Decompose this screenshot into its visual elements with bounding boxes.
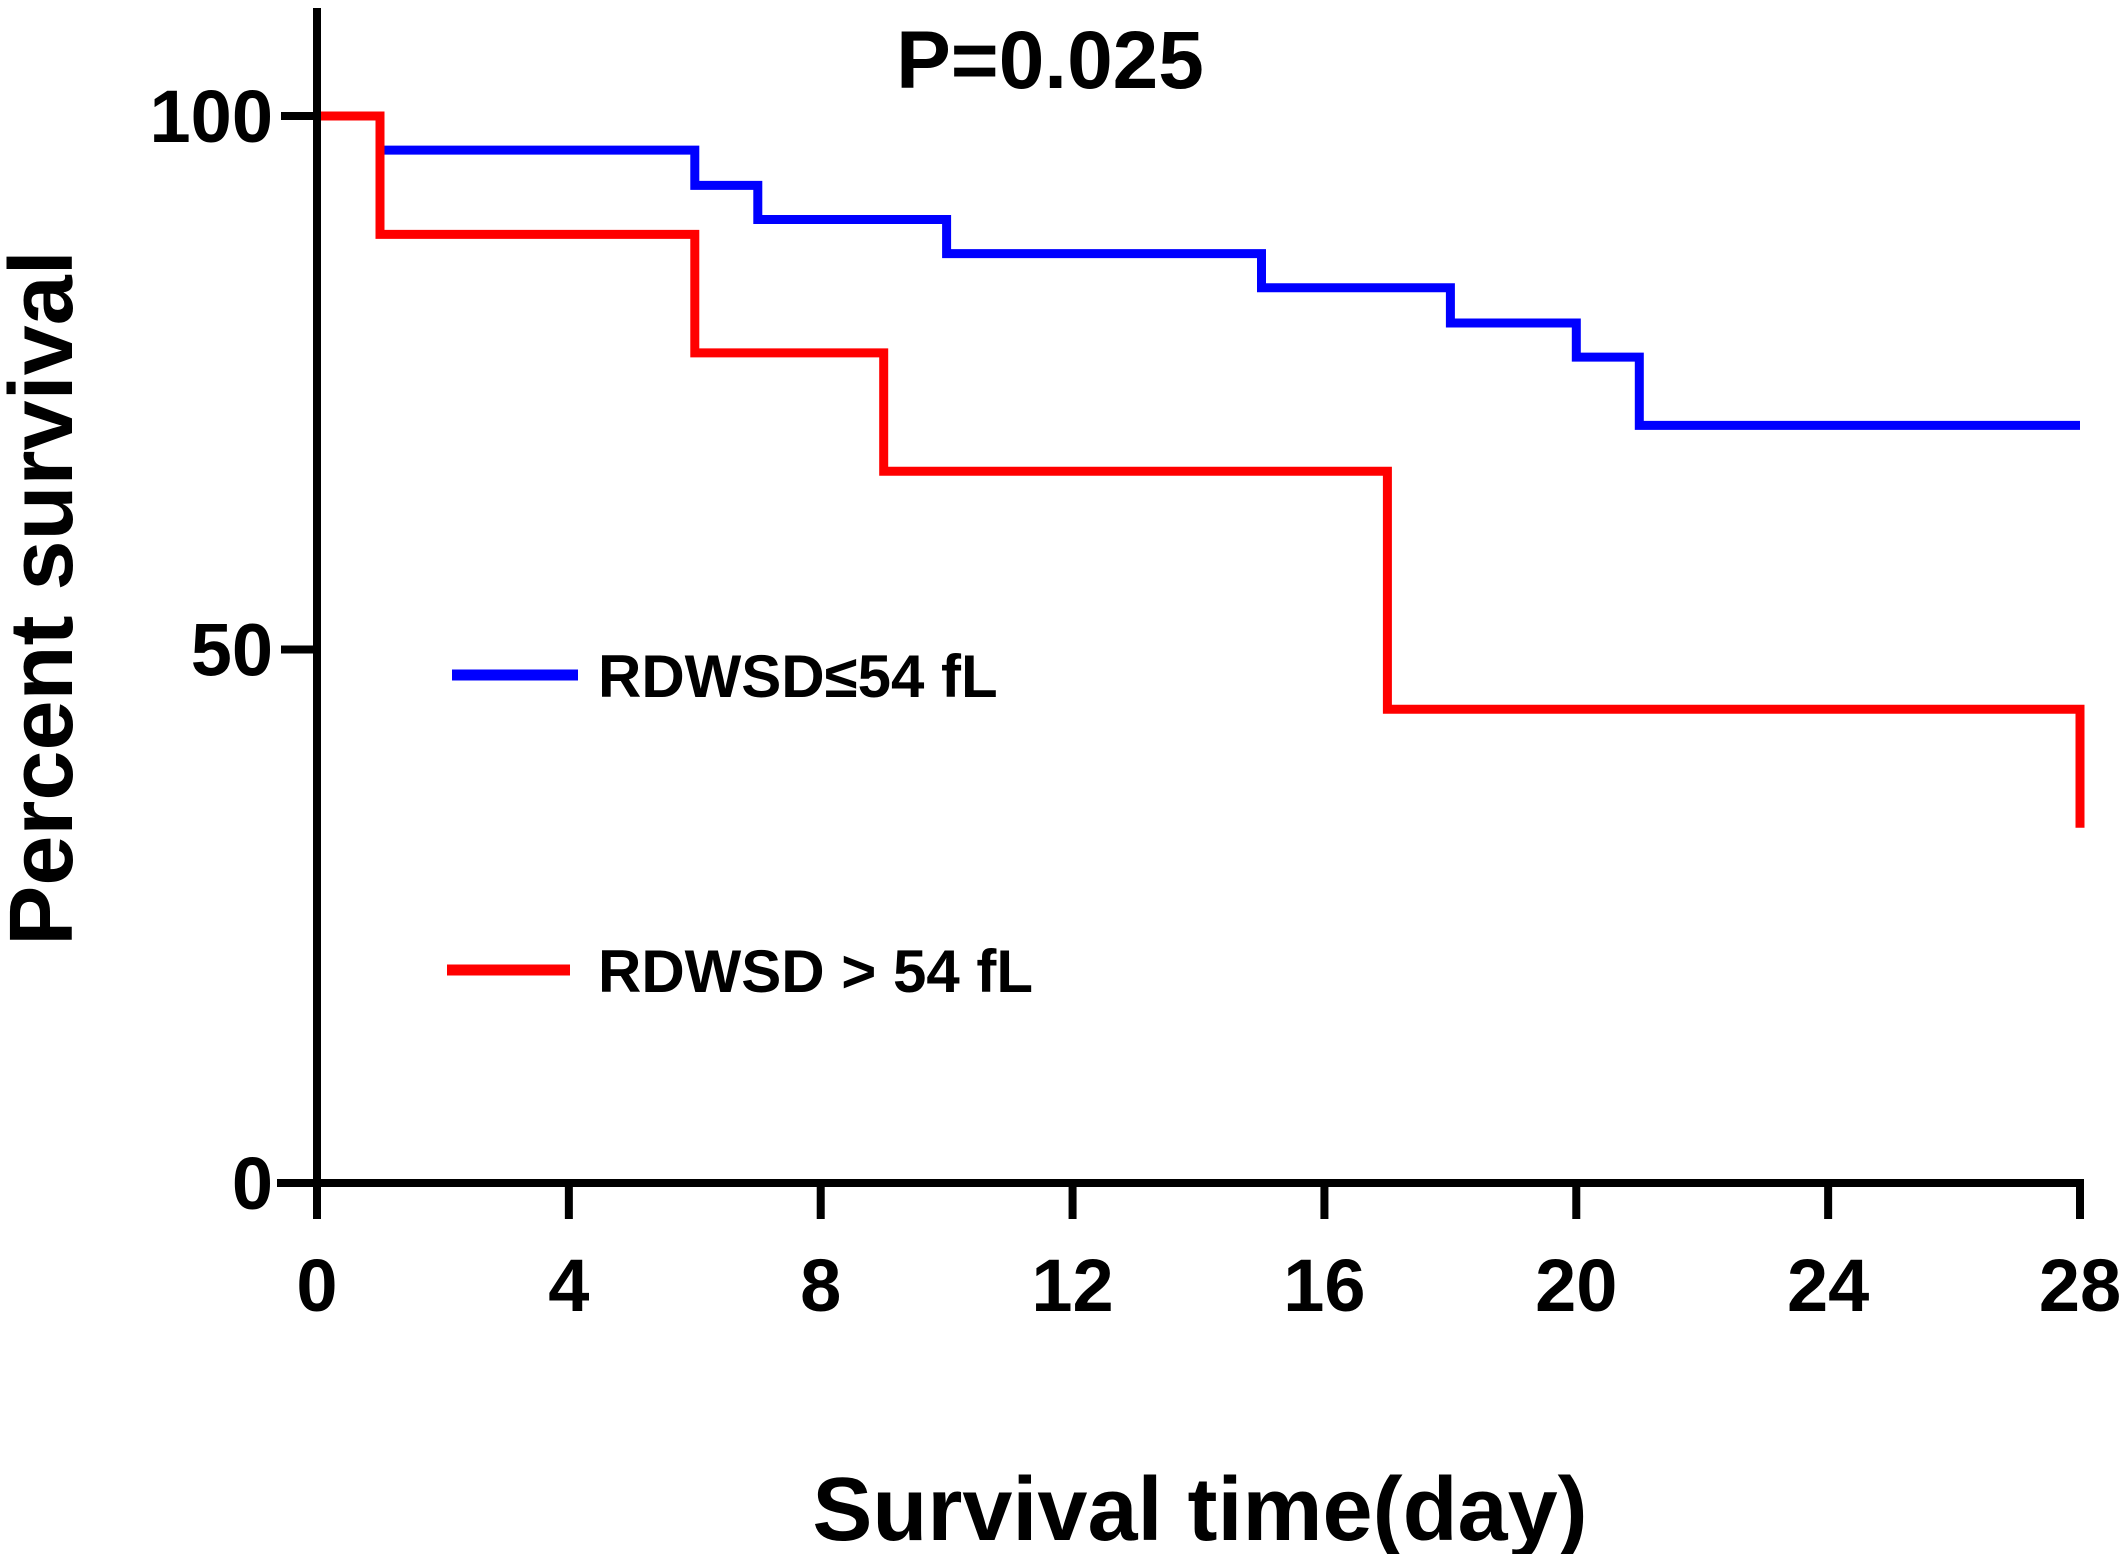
axes-layer [277, 8, 2084, 1219]
y-tick-label: 0 [232, 1142, 273, 1225]
x-tick-label: 28 [2039, 1244, 2121, 1327]
series-line-1 [317, 111, 2080, 430]
y-tick-label: 100 [150, 75, 273, 158]
y-axis-label: Percent survival [0, 250, 92, 945]
ticks-layer: 0 4 8 12 16 20 24 28 0 50 100 [150, 75, 2122, 1327]
series-layer [317, 111, 2085, 828]
series-line-2 [317, 111, 2085, 828]
x-tick-label: 4 [548, 1244, 589, 1327]
y-tick-label: 50 [191, 609, 273, 692]
x-tick-label: 0 [296, 1244, 337, 1327]
legend-label-1: RDWSD≤54 fL [598, 643, 998, 710]
x-tick-label: 20 [1535, 1244, 1617, 1327]
x-axis-label: Survival time(day) [812, 1460, 1587, 1554]
chart-title: P=0.025 [896, 15, 1204, 106]
x-tick-label: 8 [800, 1244, 841, 1327]
legend-label-2: RDWSD > 54 fL [598, 938, 1033, 1005]
x-tick-label: 16 [1283, 1244, 1365, 1327]
x-tick-label: 12 [1031, 1244, 1113, 1327]
x-tick-label: 24 [1787, 1244, 1869, 1327]
legend: RDWSD≤54 fL RDWSD > 54 fL [447, 643, 1033, 1005]
